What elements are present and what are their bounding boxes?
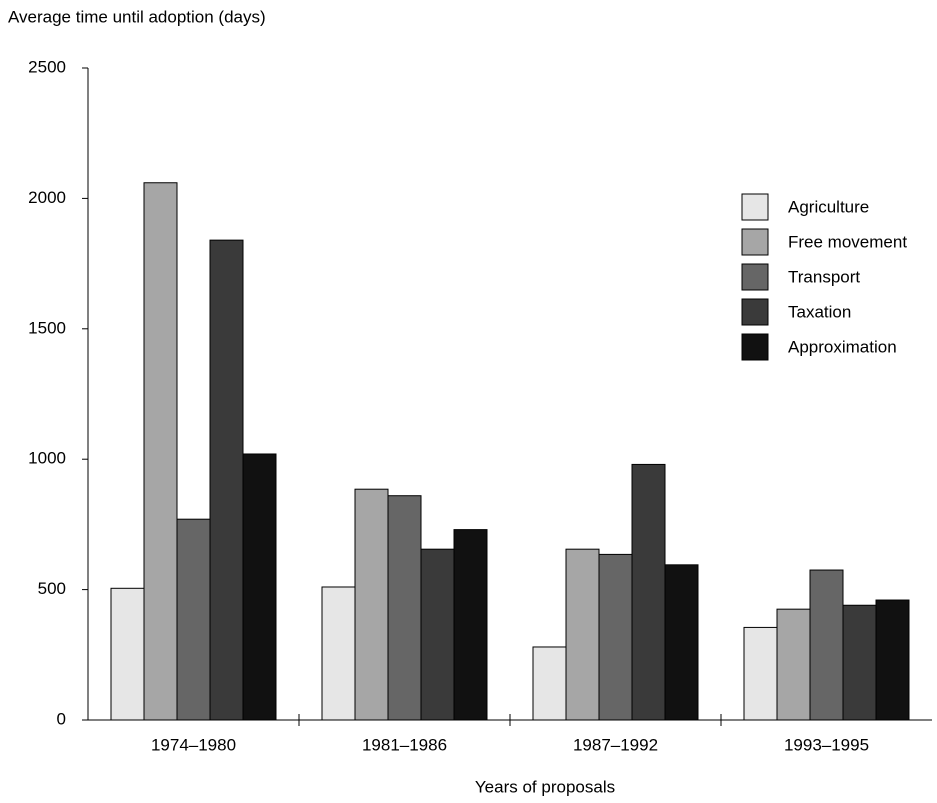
legend-swatch	[741, 228, 769, 256]
bar	[387, 495, 422, 721]
bar	[453, 529, 488, 721]
bar	[209, 239, 244, 721]
bar	[242, 453, 277, 721]
bar	[354, 488, 389, 721]
bar	[532, 646, 567, 721]
legend-label: Transport	[788, 267, 860, 286]
bar	[565, 548, 600, 721]
y-tick-label: 1500	[28, 318, 66, 337]
y-tick-label: 0	[57, 709, 66, 728]
bar	[321, 586, 356, 721]
y-tick-label: 1000	[28, 449, 66, 468]
legend-swatch	[741, 333, 769, 361]
bar	[143, 182, 178, 721]
bar	[776, 608, 811, 721]
y-tick-label: 2500	[28, 57, 66, 76]
y-axis-title: Average time until adoption (days)	[8, 7, 266, 26]
bar	[110, 587, 145, 721]
x-tick-label: 1987–1992	[573, 735, 658, 754]
bar	[809, 569, 844, 721]
x-axis-title: Years of proposals	[475, 777, 615, 796]
legend-label: Taxation	[788, 302, 851, 321]
legend-swatch	[741, 263, 769, 291]
x-tick-label: 1993–1995	[784, 735, 869, 754]
bar	[875, 599, 910, 721]
bar	[743, 626, 778, 721]
legend-label: Free movement	[788, 232, 907, 251]
legend-label: Approximation	[788, 337, 897, 356]
bar	[420, 548, 455, 721]
bar	[176, 518, 211, 721]
bar	[664, 564, 699, 721]
legend-swatch	[741, 298, 769, 326]
y-tick-label: 500	[38, 579, 66, 598]
legend-swatch	[741, 193, 769, 221]
bar	[842, 604, 877, 721]
y-tick-label: 2000	[28, 188, 66, 207]
x-tick-label: 1974–1980	[151, 735, 236, 754]
bar	[598, 553, 633, 721]
bar	[631, 463, 666, 721]
legend-label: Agriculture	[788, 197, 869, 216]
x-tick-label: 1981–1986	[362, 735, 447, 754]
